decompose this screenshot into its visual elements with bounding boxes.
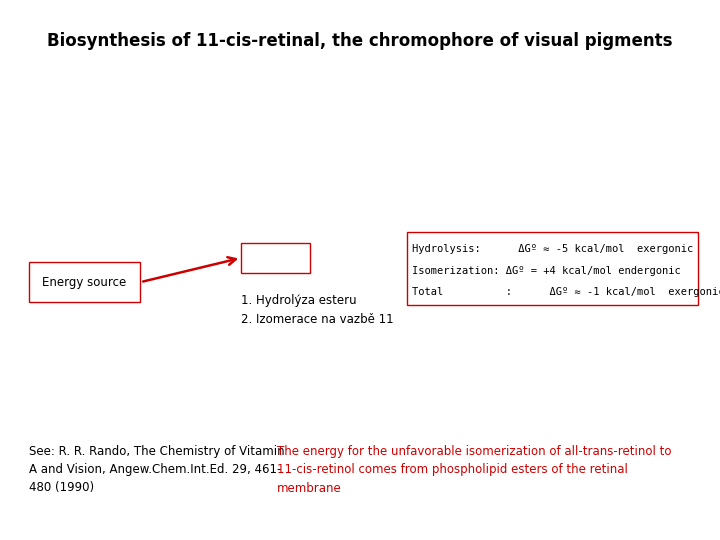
Text: See: R. R. Rando, The Chemistry of Vitamin
A and Vision, Angew.Chem.Int.Ed. 29, : See: R. R. Rando, The Chemistry of Vitam… [29,446,284,495]
Text: Isomerization: ΔGº = +4 kcal/mol endergonic: Isomerization: ΔGº = +4 kcal/mol endergo… [412,266,680,276]
Bar [29,262,140,302]
Text: Biosynthesis of 11-cis-retinal, the chromophore of visual pigments: Biosynthesis of 11-cis-retinal, the chro… [48,32,672,50]
Bar [407,232,698,305]
Text: 1. Hydrolýza esteru
2. Izomerace na vazbě 11: 1. Hydrolýza esteru 2. Izomerace na vazb… [241,294,394,326]
Text: Energy source: Energy source [42,275,127,289]
Text: The energy for the unfavorable isomerization of all-trans-retinol to
11-cis-reti: The energy for the unfavorable isomeriza… [277,446,672,495]
Bar [241,243,310,273]
Text: Total          :      ΔGº ≈ -1 kcal/mol  exergonic: Total : ΔGº ≈ -1 kcal/mol exergonic [412,287,720,298]
Text: Hydrolysis:      ΔGº ≈ -5 kcal/mol  exergonic: Hydrolysis: ΔGº ≈ -5 kcal/mol exergonic [412,244,693,254]
